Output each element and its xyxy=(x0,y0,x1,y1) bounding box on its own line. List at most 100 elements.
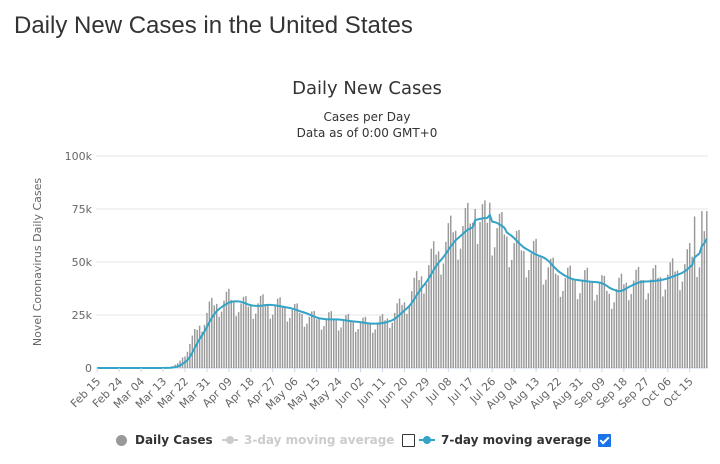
bar xyxy=(523,251,525,368)
y-tick-label: 25k xyxy=(72,309,93,322)
bar xyxy=(562,290,564,368)
bar xyxy=(364,316,367,368)
bar xyxy=(318,319,320,368)
bar xyxy=(330,311,333,368)
legend: Daily Cases 3-day moving average 7-day m… xyxy=(0,428,720,452)
bar xyxy=(376,322,379,368)
bar xyxy=(571,279,574,368)
y-tick-label: 50k xyxy=(72,256,93,269)
bar xyxy=(618,277,620,368)
bar xyxy=(262,294,264,368)
bar xyxy=(684,264,686,368)
bar xyxy=(250,305,252,368)
bar xyxy=(450,215,452,369)
bar xyxy=(347,313,350,368)
bar xyxy=(513,243,515,368)
bar xyxy=(386,318,389,368)
bar xyxy=(564,277,567,368)
bar xyxy=(584,270,586,368)
bar xyxy=(391,322,393,368)
bar xyxy=(320,329,323,368)
bar xyxy=(525,277,528,368)
bar xyxy=(430,248,432,368)
legend-daily-cases[interactable]: Daily Cases xyxy=(116,432,213,448)
bar xyxy=(510,259,513,368)
bar xyxy=(196,329,198,368)
legend-7day-ma[interactable]: 7-day moving average xyxy=(419,432,591,448)
bar xyxy=(691,256,693,368)
bar xyxy=(493,247,496,368)
bar xyxy=(593,300,596,368)
line-series xyxy=(97,213,708,369)
bar xyxy=(381,313,384,368)
bar xyxy=(489,202,491,368)
bar xyxy=(589,281,591,368)
bar xyxy=(476,244,479,368)
bar xyxy=(315,319,318,368)
bar xyxy=(432,241,435,368)
bar xyxy=(679,290,681,368)
bar xyxy=(515,230,518,368)
bar xyxy=(245,296,247,368)
bar xyxy=(547,267,550,368)
bar xyxy=(628,300,630,368)
bar xyxy=(667,274,669,368)
bar xyxy=(269,318,272,368)
bar xyxy=(659,277,662,368)
bar xyxy=(491,255,493,368)
bar xyxy=(569,265,571,368)
bar xyxy=(198,325,201,368)
bar xyxy=(350,321,352,368)
bar xyxy=(418,280,420,368)
bar xyxy=(203,324,206,368)
bar xyxy=(398,298,401,368)
legend-3day-ma[interactable]: 3-day moving average xyxy=(222,432,394,448)
bar xyxy=(586,267,589,368)
7day-ma-checkbox[interactable] xyxy=(598,434,611,447)
bar xyxy=(669,262,671,368)
bar xyxy=(291,309,294,368)
bar xyxy=(686,249,688,368)
bar xyxy=(554,273,557,368)
bar xyxy=(447,223,450,368)
bar xyxy=(649,279,652,368)
bar xyxy=(240,303,242,368)
bar xyxy=(464,208,467,368)
bar xyxy=(389,327,391,368)
bar xyxy=(501,211,503,368)
bar xyxy=(323,326,325,368)
bar xyxy=(671,258,674,368)
bar xyxy=(552,257,554,368)
bar xyxy=(676,270,679,368)
bar xyxy=(303,326,306,368)
bar xyxy=(345,315,347,368)
bar xyxy=(264,304,267,368)
bar xyxy=(608,293,610,368)
bar xyxy=(413,277,415,368)
bar xyxy=(252,318,254,368)
ma7-line xyxy=(97,213,708,369)
bar xyxy=(474,209,476,368)
bar xyxy=(469,223,471,368)
bar xyxy=(620,273,623,368)
bar xyxy=(276,298,279,368)
3day-ma-checkbox[interactable] xyxy=(402,434,415,447)
bar xyxy=(688,243,691,368)
bar xyxy=(396,303,398,368)
bar xyxy=(254,313,257,368)
bar xyxy=(435,254,437,368)
bar xyxy=(281,307,284,368)
bar xyxy=(359,322,362,368)
bar xyxy=(486,222,489,368)
bar xyxy=(445,241,447,368)
bar xyxy=(518,229,520,368)
bar xyxy=(647,293,649,368)
y-axis-title: Novel Coronavirus Daily Cases xyxy=(31,178,44,346)
bar xyxy=(230,299,233,368)
bar xyxy=(411,291,413,368)
page-title: Daily New Cases in the United States xyxy=(14,12,413,39)
bar xyxy=(242,296,245,368)
bar xyxy=(462,225,464,368)
bar xyxy=(259,295,262,368)
bar xyxy=(340,327,342,368)
